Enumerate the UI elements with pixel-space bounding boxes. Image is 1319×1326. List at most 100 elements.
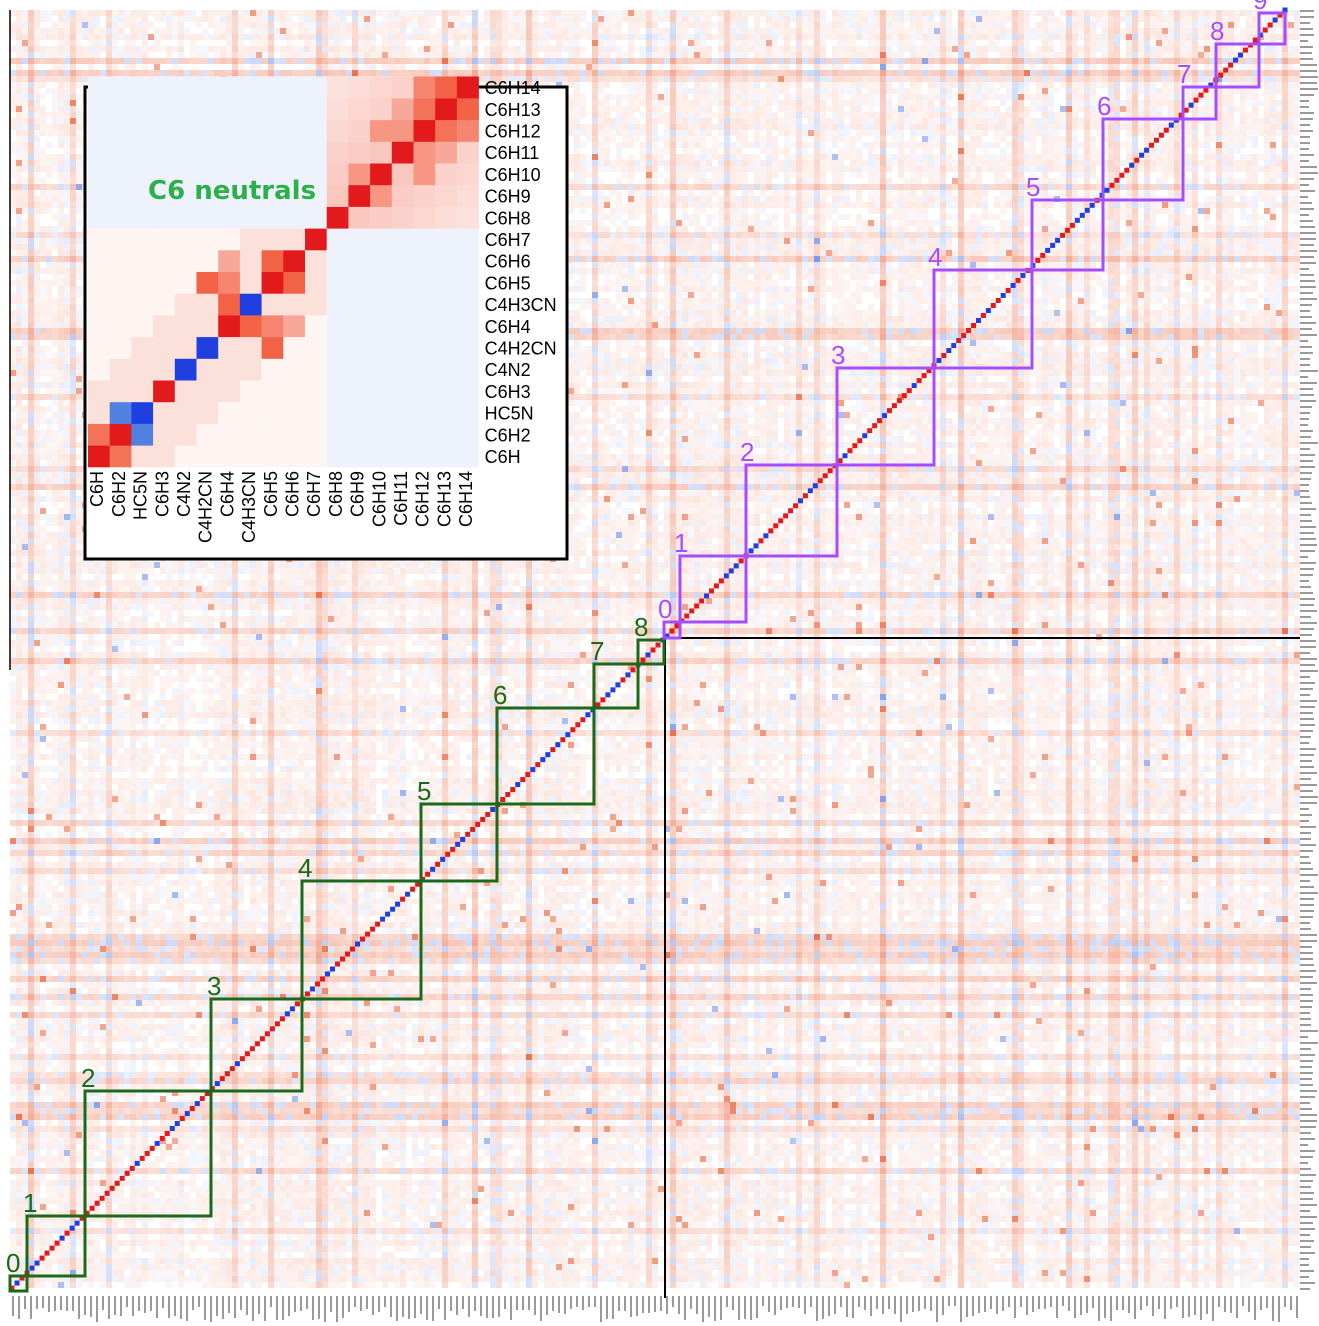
heatmap-cell <box>70 16 76 22</box>
heatmap-cell <box>94 28 100 34</box>
heatmap-cell <box>700 16 706 22</box>
heatmap-cell <box>262 22 268 28</box>
heatmap-cell <box>214 22 220 28</box>
heatmap-cell <box>1024 28 1030 34</box>
heatmap-cell <box>892 28 898 34</box>
heatmap-cell <box>532 34 538 40</box>
heatmap-cell <box>772 22 778 28</box>
heatmap-cell <box>118 28 124 34</box>
heatmap-cell <box>652 10 658 16</box>
heatmap-cell <box>784 22 790 28</box>
heatmap-cell <box>400 16 406 22</box>
heatmap-cell <box>718 10 724 16</box>
heatmap-cell <box>442 34 448 40</box>
heatmap-cell <box>64 16 70 22</box>
heatmap-cell <box>184 16 190 22</box>
heatmap-cell <box>598 22 604 28</box>
heatmap-cell <box>922 16 928 22</box>
heatmap-cell <box>322 28 328 34</box>
heatmap-cell <box>142 16 148 22</box>
heatmap-cell <box>358 22 364 28</box>
heatmap-cell <box>208 34 214 40</box>
heatmap-cell <box>490 34 496 40</box>
heatmap-cell <box>1042 10 1048 16</box>
heatmap-cell <box>874 28 880 34</box>
heatmap-cell <box>676 10 682 16</box>
heatmap-cell <box>550 28 556 34</box>
heatmap-cell <box>412 10 418 16</box>
heatmap-cell <box>1012 10 1018 16</box>
heatmap-cell <box>784 10 790 16</box>
heatmap-cell <box>574 22 580 28</box>
heatmap-cell <box>214 10 220 16</box>
heatmap-cell <box>310 28 316 34</box>
heatmap-cell <box>172 28 178 34</box>
heatmap-cell <box>64 34 70 40</box>
heatmap-cell <box>796 22 802 28</box>
heatmap-cell <box>232 10 238 16</box>
heatmap-cell <box>58 16 64 22</box>
heatmap-cell <box>712 22 718 28</box>
heatmap-cell <box>820 10 826 16</box>
heatmap-cell <box>430 22 436 28</box>
heatmap-cell <box>352 28 358 34</box>
heatmap-cell <box>514 28 520 34</box>
heatmap-cell <box>172 22 178 28</box>
heatmap-cell <box>208 22 214 28</box>
heatmap-cell <box>1294 16 1300 22</box>
heatmap-cell <box>1192 28 1198 34</box>
heatmap-cell <box>580 16 586 22</box>
heatmap-cell <box>628 28 634 34</box>
heatmap-cell <box>196 34 202 40</box>
heatmap-cell <box>16 16 22 22</box>
heatmap-cell <box>322 10 328 16</box>
heatmap-cell <box>1042 28 1048 34</box>
heatmap-cell <box>766 10 772 16</box>
heatmap-cell <box>10 34 16 40</box>
heatmap-cell <box>856 16 862 22</box>
heatmap-cell <box>850 16 856 22</box>
heatmap-cell <box>124 16 130 22</box>
heatmap-cell <box>766 22 772 28</box>
heatmap-cell <box>502 22 508 28</box>
heatmap-cell <box>1114 28 1120 34</box>
heatmap-cell <box>562 28 568 34</box>
heatmap-cell <box>904 10 910 16</box>
heatmap-cell <box>982 10 988 16</box>
heatmap-cell <box>238 16 244 22</box>
heatmap-cell <box>1168 28 1174 34</box>
heatmap-cell <box>154 28 160 34</box>
heatmap-cell <box>46 16 52 22</box>
heatmap-cell <box>466 10 472 16</box>
heatmap-cell <box>544 16 550 22</box>
heatmap-cell <box>520 28 526 34</box>
heatmap-cell <box>1228 28 1234 34</box>
heatmap-cell <box>862 28 868 34</box>
heatmap-cell <box>1048 16 1054 22</box>
heatmap-cell <box>298 16 304 22</box>
heatmap-cell <box>790 16 796 22</box>
heatmap-cell <box>1114 16 1120 22</box>
heatmap-cell <box>538 28 544 34</box>
heatmap-cell <box>346 34 352 40</box>
heatmap-cell <box>304 34 310 40</box>
heatmap-cell <box>538 34 544 40</box>
heatmap-cell <box>250 34 256 40</box>
heatmap-cell <box>274 10 280 16</box>
heatmap-cell <box>376 28 382 34</box>
heatmap-cell <box>382 34 388 40</box>
heatmap-cell <box>940 16 946 22</box>
heatmap-cell <box>1294 22 1300 28</box>
heatmap-cell <box>832 10 838 16</box>
heatmap-cell <box>880 22 886 28</box>
heatmap-cell <box>1066 22 1072 28</box>
heatmap-cell <box>784 16 790 22</box>
heatmap-cell <box>490 22 496 28</box>
heatmap-cell <box>694 22 700 28</box>
heatmap-cell <box>244 16 250 22</box>
heatmap-cell <box>418 22 424 28</box>
heatmap-cell <box>1180 28 1186 34</box>
heatmap-cell <box>676 22 682 28</box>
heatmap-cell <box>1072 10 1078 16</box>
heatmap-cell <box>1234 16 1240 22</box>
